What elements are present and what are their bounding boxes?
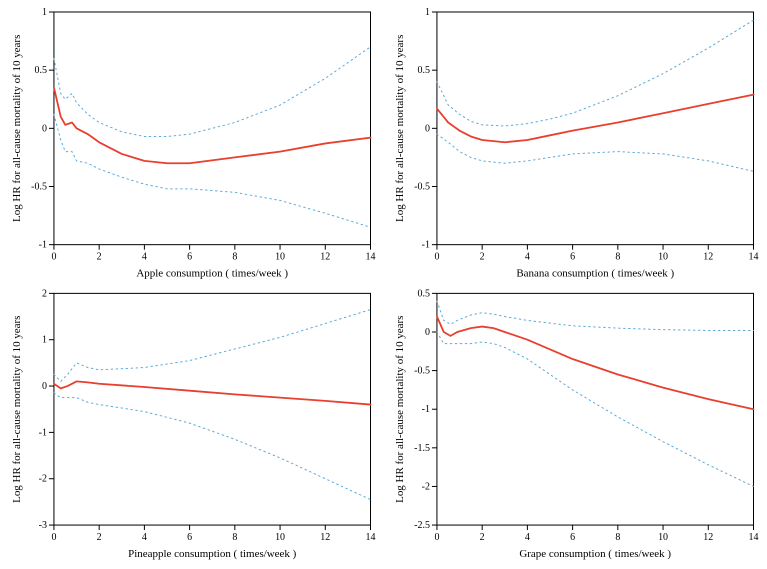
plot-box (436, 293, 753, 525)
x-tick-label: 6 (570, 252, 575, 263)
y-tick-label: -0.5 (31, 181, 47, 192)
x-tick-label: 14 (748, 532, 758, 543)
x-tick-label: 0 (434, 252, 439, 263)
x-tick-label: 12 (320, 252, 330, 263)
x-axis-title: Banana consumption ( times/week ) (516, 268, 674, 280)
x-axis-title: Pineapple consumption ( times/week ) (128, 548, 296, 560)
x-tick-label: 6 (187, 532, 192, 543)
estimate-line (436, 95, 753, 143)
y-tick-label: -0.5 (414, 181, 430, 192)
plot-box (54, 293, 371, 525)
x-tick-label: 10 (658, 532, 668, 543)
y-axis-title: Log HR for all-cause mortality of 10 yea… (393, 315, 405, 502)
x-tick-label: 10 (275, 252, 285, 263)
x-tick-label: 12 (703, 252, 713, 263)
panel-pineapple: 02468101214-3-2-1012Log HR for all-cause… (6, 285, 379, 565)
x-tick-label: 10 (275, 532, 285, 543)
x-tick-label: 14 (748, 252, 758, 263)
y-tick-label: 0 (42, 123, 47, 134)
y-axis-title: Log HR for all-cause mortality of 10 yea… (11, 315, 23, 502)
y-tick-label: 0 (424, 327, 429, 338)
y-tick-label: -2.5 (414, 520, 430, 531)
panel-grape: 0 2 4 6 8 10 12 14 -2.5 -2 -1.5 -1 -0.5 0 0.5 Log HR fo… (389, 285, 762, 565)
x-tick-label: 4 (142, 252, 147, 263)
ci-lower-line (436, 332, 753, 486)
plot-box (436, 12, 753, 245)
x-tick-label: 8 (232, 532, 237, 543)
ci-lower-line (54, 114, 371, 227)
y-tick-label: -1 (421, 240, 429, 251)
x-tick-label: 12 (320, 532, 330, 543)
plot-box (54, 12, 371, 245)
x-tick-label: 0 (51, 532, 56, 543)
x-tick-label: 0 (434, 532, 439, 543)
x-tick-label: 8 (232, 252, 237, 263)
y-tick-label: -1.5 (414, 442, 430, 453)
x-tick-label: 4 (524, 252, 529, 263)
y-axis-title: Log HR for all-cause mortality of 10 yea… (11, 35, 23, 222)
estimate-line (54, 381, 371, 404)
x-tick-label: 2 (479, 252, 484, 263)
x-tick-label: 6 (187, 252, 192, 263)
ci-upper-line (54, 47, 371, 137)
x-tick-label: 4 (524, 532, 529, 543)
estimate-line (54, 88, 371, 164)
chart-grid: 02468101214-1-0.500.51Log HR for all-cau… (0, 0, 767, 569)
y-tick-label: -1 (39, 240, 47, 251)
y-tick-label: 2 (42, 288, 47, 299)
ci-upper-line (54, 309, 371, 381)
y-tick-label: 1 (42, 334, 47, 345)
y-tick-label: 1 (424, 7, 429, 18)
x-axis-title: Grape consumption ( times/week ) (519, 548, 671, 560)
x-axis-title: Apple consumption ( times/week ) (136, 268, 288, 280)
y-tick-label: -1 (421, 404, 429, 415)
y-tick-label: -2 (39, 473, 47, 484)
y-tick-label: -1 (39, 427, 47, 438)
panel-apple: 0 2 4 6 8 10 12 14 -1 -0.5 0 0.5 1 Log HR for all-cau… (6, 4, 379, 285)
x-tick-label: 2 (97, 252, 102, 263)
y-tick-label: 0.5 (417, 288, 429, 299)
x-tick-label: 2 (97, 532, 102, 543)
x-tick-label: 4 (142, 532, 147, 543)
y-tick-label: 0.5 (417, 65, 429, 76)
x-tick-label: 2 (479, 532, 484, 543)
ci-upper-line (436, 20, 753, 126)
y-tick-label: -2 (421, 481, 429, 492)
estimate-line (436, 316, 753, 409)
x-tick-label: 10 (658, 252, 668, 263)
ci-lower-line (54, 393, 371, 500)
x-tick-label: 8 (615, 252, 620, 263)
y-tick-label: -0.5 (414, 365, 430, 376)
x-tick-label: 8 (615, 532, 620, 543)
x-tick-label: 12 (703, 532, 713, 543)
y-tick-label: 0 (424, 123, 429, 134)
y-tick-label: 1 (42, 7, 47, 18)
y-tick-label: 0 (42, 381, 47, 392)
x-tick-label: 14 (366, 252, 376, 263)
panel-banana: 0 2 4 6 8 10 12 14 -1 -0.5 0 0.5 1 Log HR for all-cau… (389, 4, 762, 285)
y-axis-title: Log HR for all-cause mortality of 10 yea… (393, 35, 405, 222)
x-tick-label: 6 (570, 532, 575, 543)
x-tick-label: 0 (51, 252, 56, 263)
x-tick-label: 14 (366, 532, 376, 543)
y-tick-label: -3 (39, 520, 47, 531)
y-tick-label: 0.5 (34, 65, 46, 76)
